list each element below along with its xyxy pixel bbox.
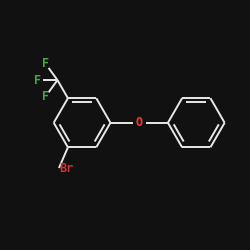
Text: F: F <box>42 90 49 103</box>
Text: O: O <box>136 116 143 129</box>
Text: F: F <box>42 57 49 70</box>
Text: F: F <box>34 74 42 86</box>
Text: Br: Br <box>60 162 74 174</box>
